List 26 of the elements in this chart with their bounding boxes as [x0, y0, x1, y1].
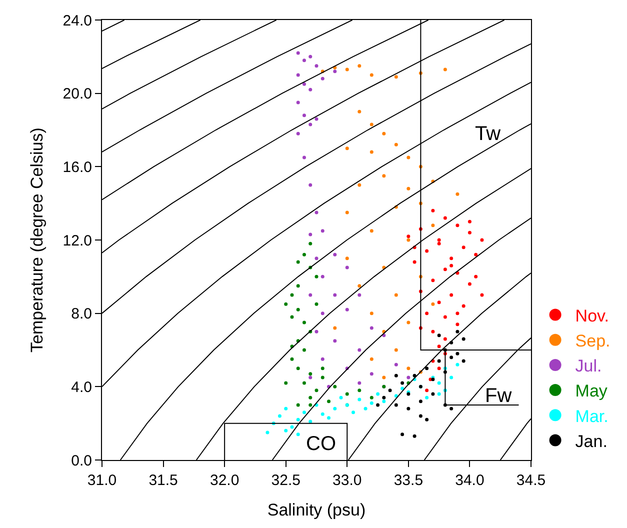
legend-label: Jan.	[575, 432, 608, 451]
x-axis-title: Salinity (psu)	[267, 500, 366, 520]
x-tick-label: 31.0	[87, 472, 117, 489]
x-tick-label: 33.0	[332, 472, 362, 489]
legend-label: Sep.	[575, 331, 610, 350]
annotation: Tw	[475, 123, 502, 145]
legend-label: Jul.	[575, 356, 602, 376]
legend-label: Nov.	[575, 306, 609, 326]
y-tick-label: 16.0	[62, 158, 92, 176]
y-tick-label: 24.0	[62, 12, 92, 30]
x-tick-label: 33.5	[394, 472, 424, 489]
x-tick-label: 34.5	[516, 472, 546, 489]
annotation: Fw	[485, 385, 512, 407]
y-tick-label: 20.0	[62, 86, 92, 103]
annotation: CO	[306, 433, 336, 455]
y-tick-label: 0.0	[71, 452, 92, 470]
y-tick-label: 4.0	[71, 378, 92, 396]
legend-label: Mar.	[575, 406, 608, 426]
x-tick-label: 34.0	[455, 472, 484, 489]
y-tick-label: 8.0	[71, 306, 92, 323]
x-tick-label: 32.5	[271, 472, 300, 489]
x-tick-label: 32.0	[210, 472, 240, 489]
y-tick-label: 12.0	[62, 232, 92, 250]
legend-label: May	[575, 382, 608, 401]
y-axis-title: Temperature (degree Celsius)	[27, 128, 46, 352]
x-tick-label: 31.5	[148, 472, 178, 489]
